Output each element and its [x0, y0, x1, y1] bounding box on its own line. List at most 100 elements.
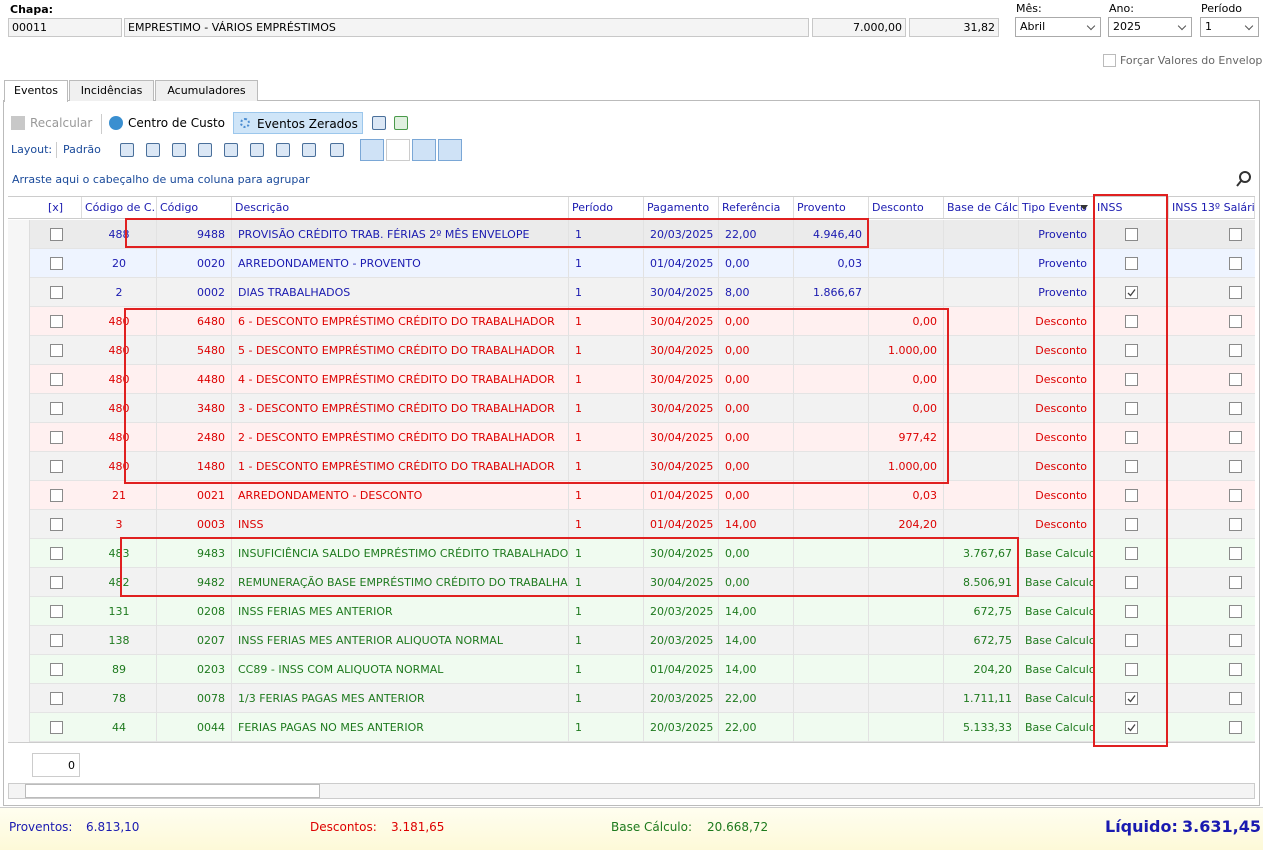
column-header[interactable]: Código de C...	[82, 197, 157, 218]
select-checkbox[interactable]	[50, 692, 63, 705]
view-button[interactable]	[360, 139, 384, 161]
select-checkbox[interactable]	[50, 489, 63, 502]
chapa-field[interactable]: 00011	[8, 18, 122, 37]
column-header[interactable]: Período	[569, 197, 644, 218]
search-icon[interactable]	[1236, 171, 1252, 187]
select-checkbox[interactable]	[50, 373, 63, 386]
column-header[interactable]: Descrição	[232, 197, 569, 218]
inss-checkbox[interactable]	[1125, 518, 1138, 531]
tool-button[interactable]	[330, 143, 344, 157]
grid-row[interactable]: 3 0003 INSS 1 01/04/2025 14,00 204,20 Desconto	[8, 510, 1255, 539]
layout-select[interactable]: Padrão	[63, 143, 101, 156]
inss13-checkbox[interactable]	[1229, 315, 1242, 328]
inss13-checkbox[interactable]	[1229, 431, 1242, 444]
grid-row[interactable]: 483 9483 INSUFICIÊNCIA SALDO EMPRÉSTIMO CR…	[8, 539, 1255, 568]
eventos-zerados-button[interactable]: Eventos Zerados	[257, 117, 358, 131]
column-header[interactable]: [x]	[30, 197, 82, 218]
grid-row[interactable]: 488 9488 PROVISÃO CRÉDITO TRAB. FÉRIAS 2º …	[8, 220, 1255, 249]
select-checkbox[interactable]	[50, 431, 63, 444]
column-header[interactable]: Base de Cálc...	[944, 197, 1019, 218]
inss-checkbox[interactable]	[1125, 373, 1138, 386]
select-checkbox[interactable]	[50, 344, 63, 357]
grid-row[interactable]: 44 0044 FERIAS PAGAS NO MES ANTERIOR 1 20/03…	[8, 713, 1255, 742]
forcar-checkbox[interactable]	[1103, 54, 1116, 67]
grid-row[interactable]: 480 1480 1 - DESCONTO EMPRÉSTIMO CRÉDITO D…	[8, 452, 1255, 481]
inss13-checkbox[interactable]	[1229, 286, 1242, 299]
grid-row[interactable]: 480 2480 2 - DESCONTO EMPRÉSTIMO CRÉDITO D…	[8, 423, 1255, 452]
inss-checkbox[interactable]	[1125, 315, 1138, 328]
inss13-checkbox[interactable]	[1229, 344, 1242, 357]
tab[interactable]: Incidências	[69, 80, 154, 101]
inss13-checkbox[interactable]	[1229, 721, 1242, 734]
column-header[interactable]: Desconto	[869, 197, 944, 218]
select-checkbox[interactable]	[50, 460, 63, 473]
select-checkbox[interactable]	[50, 257, 63, 270]
select-checkbox[interactable]	[50, 721, 63, 734]
tool-button[interactable]	[250, 143, 264, 157]
sort-icon[interactable]	[372, 116, 386, 130]
inss-checkbox[interactable]	[1125, 431, 1138, 444]
ano-select[interactable]: 2025	[1108, 17, 1192, 37]
tool-button[interactable]	[224, 143, 238, 157]
inss13-checkbox[interactable]	[1229, 518, 1242, 531]
select-checkbox[interactable]	[50, 605, 63, 618]
tool-button[interactable]	[276, 143, 290, 157]
export-icon[interactable]	[394, 116, 408, 130]
inss-checkbox[interactable]	[1125, 634, 1138, 647]
inss-checkbox[interactable]	[1125, 344, 1138, 357]
tool-button[interactable]	[198, 143, 212, 157]
view-button[interactable]	[386, 139, 410, 161]
grid-row[interactable]: 480 5480 5 - DESCONTO EMPRÉSTIMO CRÉDITO D…	[8, 336, 1255, 365]
mes-select[interactable]: Abril	[1015, 17, 1101, 37]
inss-checkbox[interactable]	[1125, 228, 1138, 241]
pager-field[interactable]: 0	[32, 753, 80, 777]
select-checkbox[interactable]	[50, 663, 63, 676]
select-checkbox[interactable]	[50, 402, 63, 415]
inss-checkbox[interactable]	[1125, 692, 1138, 705]
inss-checkbox[interactable]	[1125, 402, 1138, 415]
select-checkbox[interactable]	[50, 634, 63, 647]
tab[interactable]: Eventos	[4, 80, 68, 102]
grid-row[interactable]: 482 9482 REMUNERAÇÃO BASE EMPRÉSTIMO CRÉDI…	[8, 568, 1255, 597]
column-header[interactable]: Código	[157, 197, 232, 218]
inss13-checkbox[interactable]	[1229, 663, 1242, 676]
grid-row[interactable]: 20 0020 ARREDONDAMENTO - PROVENTO 1 01/04/20…	[8, 249, 1255, 278]
grid-row[interactable]: 480 6480 6 - DESCONTO EMPRÉSTIMO CRÉDITO D…	[8, 307, 1255, 336]
tool-button[interactable]	[120, 143, 134, 157]
inss13-checkbox[interactable]	[1229, 402, 1242, 415]
select-checkbox[interactable]	[50, 286, 63, 299]
inss13-checkbox[interactable]	[1229, 547, 1242, 560]
inss-checkbox[interactable]	[1125, 663, 1138, 676]
column-header[interactable]: Referência	[719, 197, 794, 218]
inss-checkbox[interactable]	[1125, 605, 1138, 618]
inss13-checkbox[interactable]	[1229, 692, 1242, 705]
tab[interactable]: Acumuladores	[155, 80, 258, 101]
inss13-checkbox[interactable]	[1229, 373, 1242, 386]
select-checkbox[interactable]	[50, 315, 63, 328]
select-checkbox[interactable]	[50, 576, 63, 589]
recalcular-button[interactable]: Recalcular	[30, 116, 93, 130]
grid-row[interactable]: 138 0207 INSS FERIAS MES ANTERIOR ALIQUOTA…	[8, 626, 1255, 655]
inss13-checkbox[interactable]	[1229, 576, 1242, 589]
inss13-checkbox[interactable]	[1229, 460, 1242, 473]
tool-button[interactable]	[172, 143, 186, 157]
inss13-checkbox[interactable]	[1229, 489, 1242, 502]
grid-row[interactable]: 21 0021 ARREDONDAMENTO - DESCONTO 1 01/04/20…	[8, 481, 1255, 510]
column-header[interactable]: INSS 13º Salário	[1169, 197, 1255, 218]
inss13-checkbox[interactable]	[1229, 634, 1242, 647]
inss-checkbox[interactable]	[1125, 489, 1138, 502]
grid-row[interactable]: 89 0203 CC89 - INSS COM ALIQUOTA NORMAL 1 01…	[8, 655, 1255, 684]
select-checkbox[interactable]	[50, 228, 63, 241]
inss13-checkbox[interactable]	[1229, 605, 1242, 618]
grid-row[interactable]: 131 0208 INSS FERIAS MES ANTERIOR 1 20/03/20…	[8, 597, 1255, 626]
centro-custo-button[interactable]: Centro de Custo	[128, 116, 225, 130]
view-button[interactable]	[438, 139, 462, 161]
inss-checkbox[interactable]	[1125, 721, 1138, 734]
view-button[interactable]	[412, 139, 436, 161]
column-header[interactable]: Provento	[794, 197, 869, 218]
inss-checkbox[interactable]	[1125, 286, 1138, 299]
inss-checkbox[interactable]	[1125, 547, 1138, 560]
column-header[interactable]: Pagamento	[644, 197, 719, 218]
tool-button[interactable]	[302, 143, 316, 157]
grid-row[interactable]: 78 0078 1/3 FERIAS PAGAS MES ANTERIOR 1 20/0…	[8, 684, 1255, 713]
